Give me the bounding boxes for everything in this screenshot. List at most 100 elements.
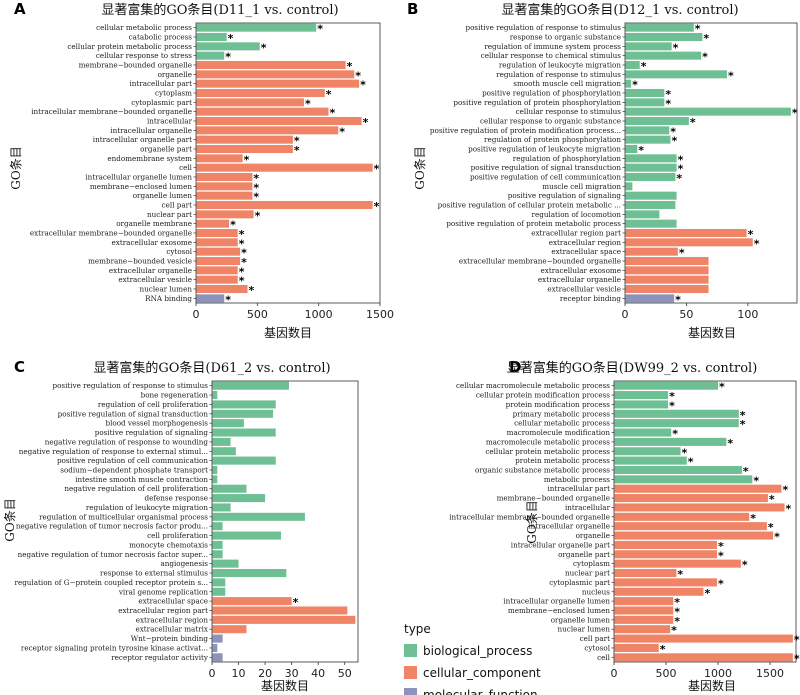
- significance-star: *: [339, 125, 345, 138]
- bar: [212, 381, 289, 390]
- category-label: positive regulation of signal transducti…: [471, 163, 622, 172]
- category-label: cellular protein modification process: [476, 391, 610, 400]
- significance-star: *: [253, 181, 259, 194]
- bar: [614, 540, 717, 549]
- bar: [625, 172, 676, 182]
- bar: [196, 107, 329, 116]
- bar: [212, 391, 218, 400]
- bar: [212, 503, 231, 512]
- category-label: extracellular vesicle: [547, 285, 621, 294]
- significance-star: *: [676, 172, 682, 185]
- panel-b-plot: positive regulation of response to stimu…: [430, 22, 798, 321]
- panel-b-title: 显著富集的GO条目(D12_1 vs. control): [501, 2, 738, 18]
- category-label: receptor binding: [560, 294, 622, 303]
- significance-star: *: [704, 587, 710, 600]
- bar: [614, 643, 659, 652]
- bar: [614, 531, 774, 540]
- bar: [196, 191, 253, 200]
- x-tick-label: 30: [285, 667, 299, 680]
- significance-star: *: [228, 32, 234, 45]
- bar: [196, 116, 362, 126]
- bar: [212, 447, 236, 456]
- bar: [625, 135, 671, 144]
- bar: [614, 447, 681, 456]
- category-label: response to organic substance: [510, 33, 621, 42]
- category-label: intracellular organelle: [110, 126, 192, 135]
- category-label: monocyte chemotaxis: [129, 540, 208, 549]
- significance-star: *: [719, 381, 725, 394]
- panel-d-plot: cellular macromolecule metabolic process…: [449, 380, 800, 680]
- category-label: extracellular region part: [531, 229, 621, 238]
- bar: [614, 409, 739, 418]
- category-label: regulation of locomotion: [532, 210, 622, 219]
- bar: [625, 266, 709, 275]
- category-label: sodium−dependent phosphate transport: [60, 465, 208, 474]
- panel-a-plot: cellular metabolic process * catabolic pro…: [30, 22, 394, 321]
- bar: [212, 531, 282, 540]
- panel-c: C 显著富集的GO条目(D61_2 vs. control) GO条目 基因数目…: [3, 358, 359, 693]
- bar: [212, 559, 239, 568]
- bar: [614, 597, 674, 606]
- category-label: cellular protein metabolic process: [67, 42, 192, 51]
- category-label: nuclear part: [147, 210, 192, 219]
- panel-b-letter: B: [407, 0, 418, 18]
- significance-star: *: [225, 293, 231, 306]
- category-label: metabolic process: [544, 475, 610, 484]
- category-label: extracellular membrane−bounded organelle: [459, 257, 621, 266]
- bar: [196, 88, 325, 98]
- significance-star: *: [669, 399, 675, 412]
- bar: [196, 32, 227, 42]
- significance-star: *: [794, 634, 800, 647]
- x-tick-label: 40: [311, 667, 325, 680]
- bar: [625, 32, 703, 42]
- category-label: extracellular organelle: [109, 266, 192, 275]
- legend-title: type: [404, 622, 431, 636]
- category-label: positive regulation of signal transducti…: [58, 409, 209, 418]
- category-label: positive regulation of cellular protein …: [438, 201, 621, 210]
- significance-star: *: [740, 409, 746, 422]
- category-label: nucleus: [582, 587, 610, 596]
- x-tick-label: 0: [193, 308, 200, 321]
- bar: [196, 163, 373, 172]
- category-label: membrane−enclosed lumen: [90, 182, 192, 191]
- panel-d-xlabel: 基因数目: [688, 678, 736, 693]
- significance-star: *: [674, 615, 680, 628]
- category-label: endomembrane system: [107, 154, 192, 163]
- category-label: membrane−enclosed lumen: [508, 606, 610, 615]
- bar: [614, 587, 704, 596]
- bar: [625, 294, 675, 303]
- category-label: extracellular space: [551, 247, 621, 256]
- significance-star: *: [754, 237, 760, 250]
- category-label: nuclear lumen: [140, 285, 193, 294]
- category-label: cytoplasmic part: [131, 98, 192, 107]
- significance-star: *: [718, 549, 724, 562]
- category-label: positive regulation of response to stimu…: [52, 381, 208, 390]
- significance-star: *: [239, 265, 245, 278]
- bar: [196, 51, 225, 60]
- category-label: cellular response to chemical stimulus: [481, 51, 622, 60]
- plot-frame: [211, 380, 359, 663]
- significance-star: *: [768, 521, 774, 534]
- category-label: membrane−bounded organelle: [79, 61, 192, 70]
- significance-star: *: [660, 643, 666, 656]
- bar: [212, 456, 276, 465]
- bar: [625, 256, 709, 266]
- significance-star: *: [673, 41, 679, 54]
- category-label: regulation of cell proliferation: [98, 400, 208, 409]
- category-label: extracellular region part: [118, 606, 208, 615]
- significance-star: *: [678, 163, 684, 176]
- category-label: defense response: [144, 494, 208, 503]
- x-tick-label: 50: [338, 667, 352, 680]
- significance-star: *: [329, 107, 335, 120]
- significance-star: *: [326, 88, 332, 101]
- x-tick-label: 10: [232, 667, 246, 680]
- bar: [196, 294, 225, 303]
- category-label: cellular metabolic process: [96, 23, 192, 32]
- significance-star: *: [374, 200, 380, 213]
- bar: [625, 247, 678, 256]
- category-label: response to external stimulus: [100, 569, 208, 578]
- bar: [212, 540, 223, 549]
- category-label: positive regulation of cell communicatio…: [57, 456, 208, 465]
- significance-star: *: [244, 153, 250, 166]
